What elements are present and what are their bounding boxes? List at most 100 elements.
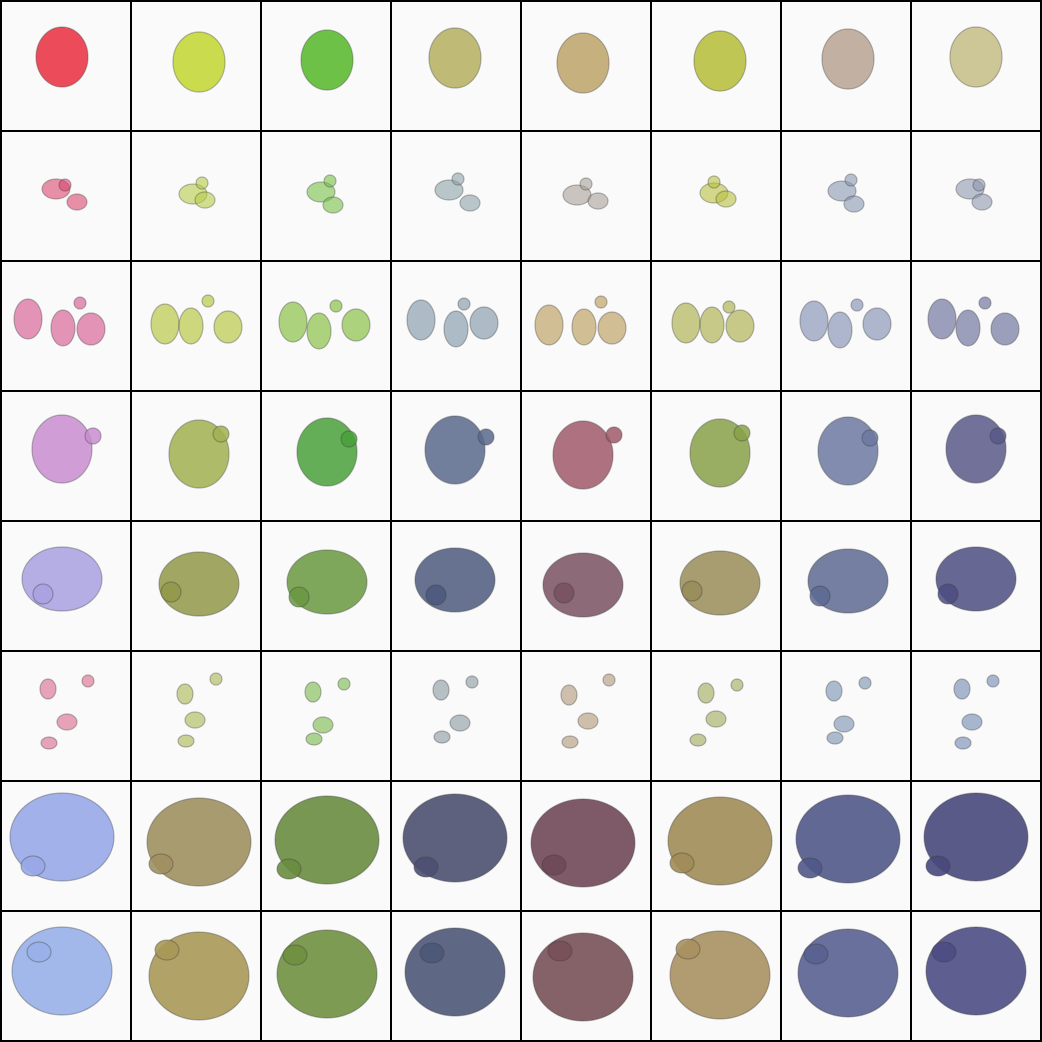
blob-shape [594, 295, 608, 309]
blob-shape [931, 941, 957, 963]
sample-tile [522, 652, 650, 780]
blob-shape [560, 684, 578, 706]
sample-tile [652, 132, 780, 260]
blob-image [296, 417, 358, 487]
blob-shape [201, 294, 215, 308]
blob-shape [679, 550, 761, 616]
blob-shape [579, 177, 593, 191]
sample-tile [522, 132, 650, 260]
blob-shape [160, 581, 182, 603]
sample-tile [262, 2, 390, 130]
blob-shape [571, 308, 597, 346]
blob-shape [276, 929, 378, 1019]
blob-shape [154, 939, 180, 961]
blob-image [949, 26, 1003, 88]
blob-shape [32, 583, 54, 605]
blob-shape [809, 585, 831, 607]
blob-shape [21, 546, 103, 612]
sample-tile [392, 652, 520, 780]
blob-shape [449, 714, 471, 732]
blob-shape [725, 309, 755, 343]
blob-shape [722, 300, 736, 314]
blob-image [428, 27, 482, 89]
sample-tile [2, 392, 130, 520]
blob-shape [697, 682, 715, 704]
blob-shape [715, 190, 737, 208]
sample-tile [132, 652, 260, 780]
sample-tile [912, 782, 1040, 910]
blob-image [276, 929, 378, 1019]
blob-shape [707, 175, 721, 189]
sample-tile [392, 782, 520, 910]
blob-shape [795, 794, 901, 884]
blob-shape [797, 928, 899, 1018]
blob-shape [304, 681, 322, 703]
blob-image [817, 416, 879, 486]
sample-tile [132, 782, 260, 910]
sample-tile [392, 522, 520, 650]
blob-shape [925, 855, 951, 877]
blob-image [530, 798, 636, 888]
blob-shape [833, 715, 855, 733]
sample-tile [392, 392, 520, 520]
sample-tile [522, 782, 650, 910]
sample-tile [132, 2, 260, 130]
blob-image [31, 414, 102, 484]
blob-image [150, 294, 243, 345]
blob-image [146, 797, 252, 887]
blob-shape [322, 196, 344, 214]
blob-shape [282, 944, 308, 966]
blob-image [552, 420, 623, 490]
blob-shape [469, 306, 499, 340]
blob-shape [172, 31, 226, 93]
blob-shape [990, 312, 1020, 346]
sample-tile [262, 912, 390, 1040]
blob-shape [341, 308, 371, 342]
blob-image [278, 299, 371, 350]
blob-shape [547, 940, 573, 962]
blob-shape [925, 926, 1027, 1016]
blob-shape [406, 299, 436, 341]
blob-shape [826, 731, 844, 745]
blob-shape [825, 680, 843, 702]
blob-image [534, 295, 627, 346]
blob-image [21, 546, 103, 612]
sample-tile [262, 522, 390, 650]
blob-shape [972, 178, 986, 192]
blob-shape [675, 938, 701, 960]
blob-image [404, 927, 506, 1017]
sample-tile [392, 262, 520, 390]
sample-tile [2, 652, 130, 780]
blob-image [286, 549, 368, 615]
blob-shape [337, 677, 351, 691]
sample-tile [782, 652, 910, 780]
blob-shape [862, 307, 892, 341]
sample-tile [782, 782, 910, 910]
blob-image [532, 932, 634, 1022]
blob-shape [681, 580, 703, 602]
blob-shape [978, 296, 992, 310]
sample-tile [262, 132, 390, 260]
blob-shape [457, 297, 471, 311]
blob-shape [209, 672, 223, 686]
blob-shape [949, 26, 1003, 88]
blob-image [953, 674, 1000, 750]
blob-image [306, 174, 344, 214]
blob-image [168, 419, 230, 489]
blob-shape [954, 736, 972, 750]
blob-image [667, 796, 773, 886]
blob-shape [274, 795, 380, 885]
blob-image [178, 176, 216, 209]
blob-shape [213, 310, 243, 344]
blob-shape [597, 311, 627, 345]
blob-shape [602, 673, 616, 687]
blob-image [39, 674, 95, 750]
blob-shape [177, 734, 195, 748]
blob-shape [955, 309, 981, 347]
blob-image [935, 546, 1017, 612]
blob-shape [212, 425, 230, 443]
blob-shape [414, 547, 496, 613]
blob-shape [986, 674, 1000, 688]
blob-shape [81, 674, 95, 688]
